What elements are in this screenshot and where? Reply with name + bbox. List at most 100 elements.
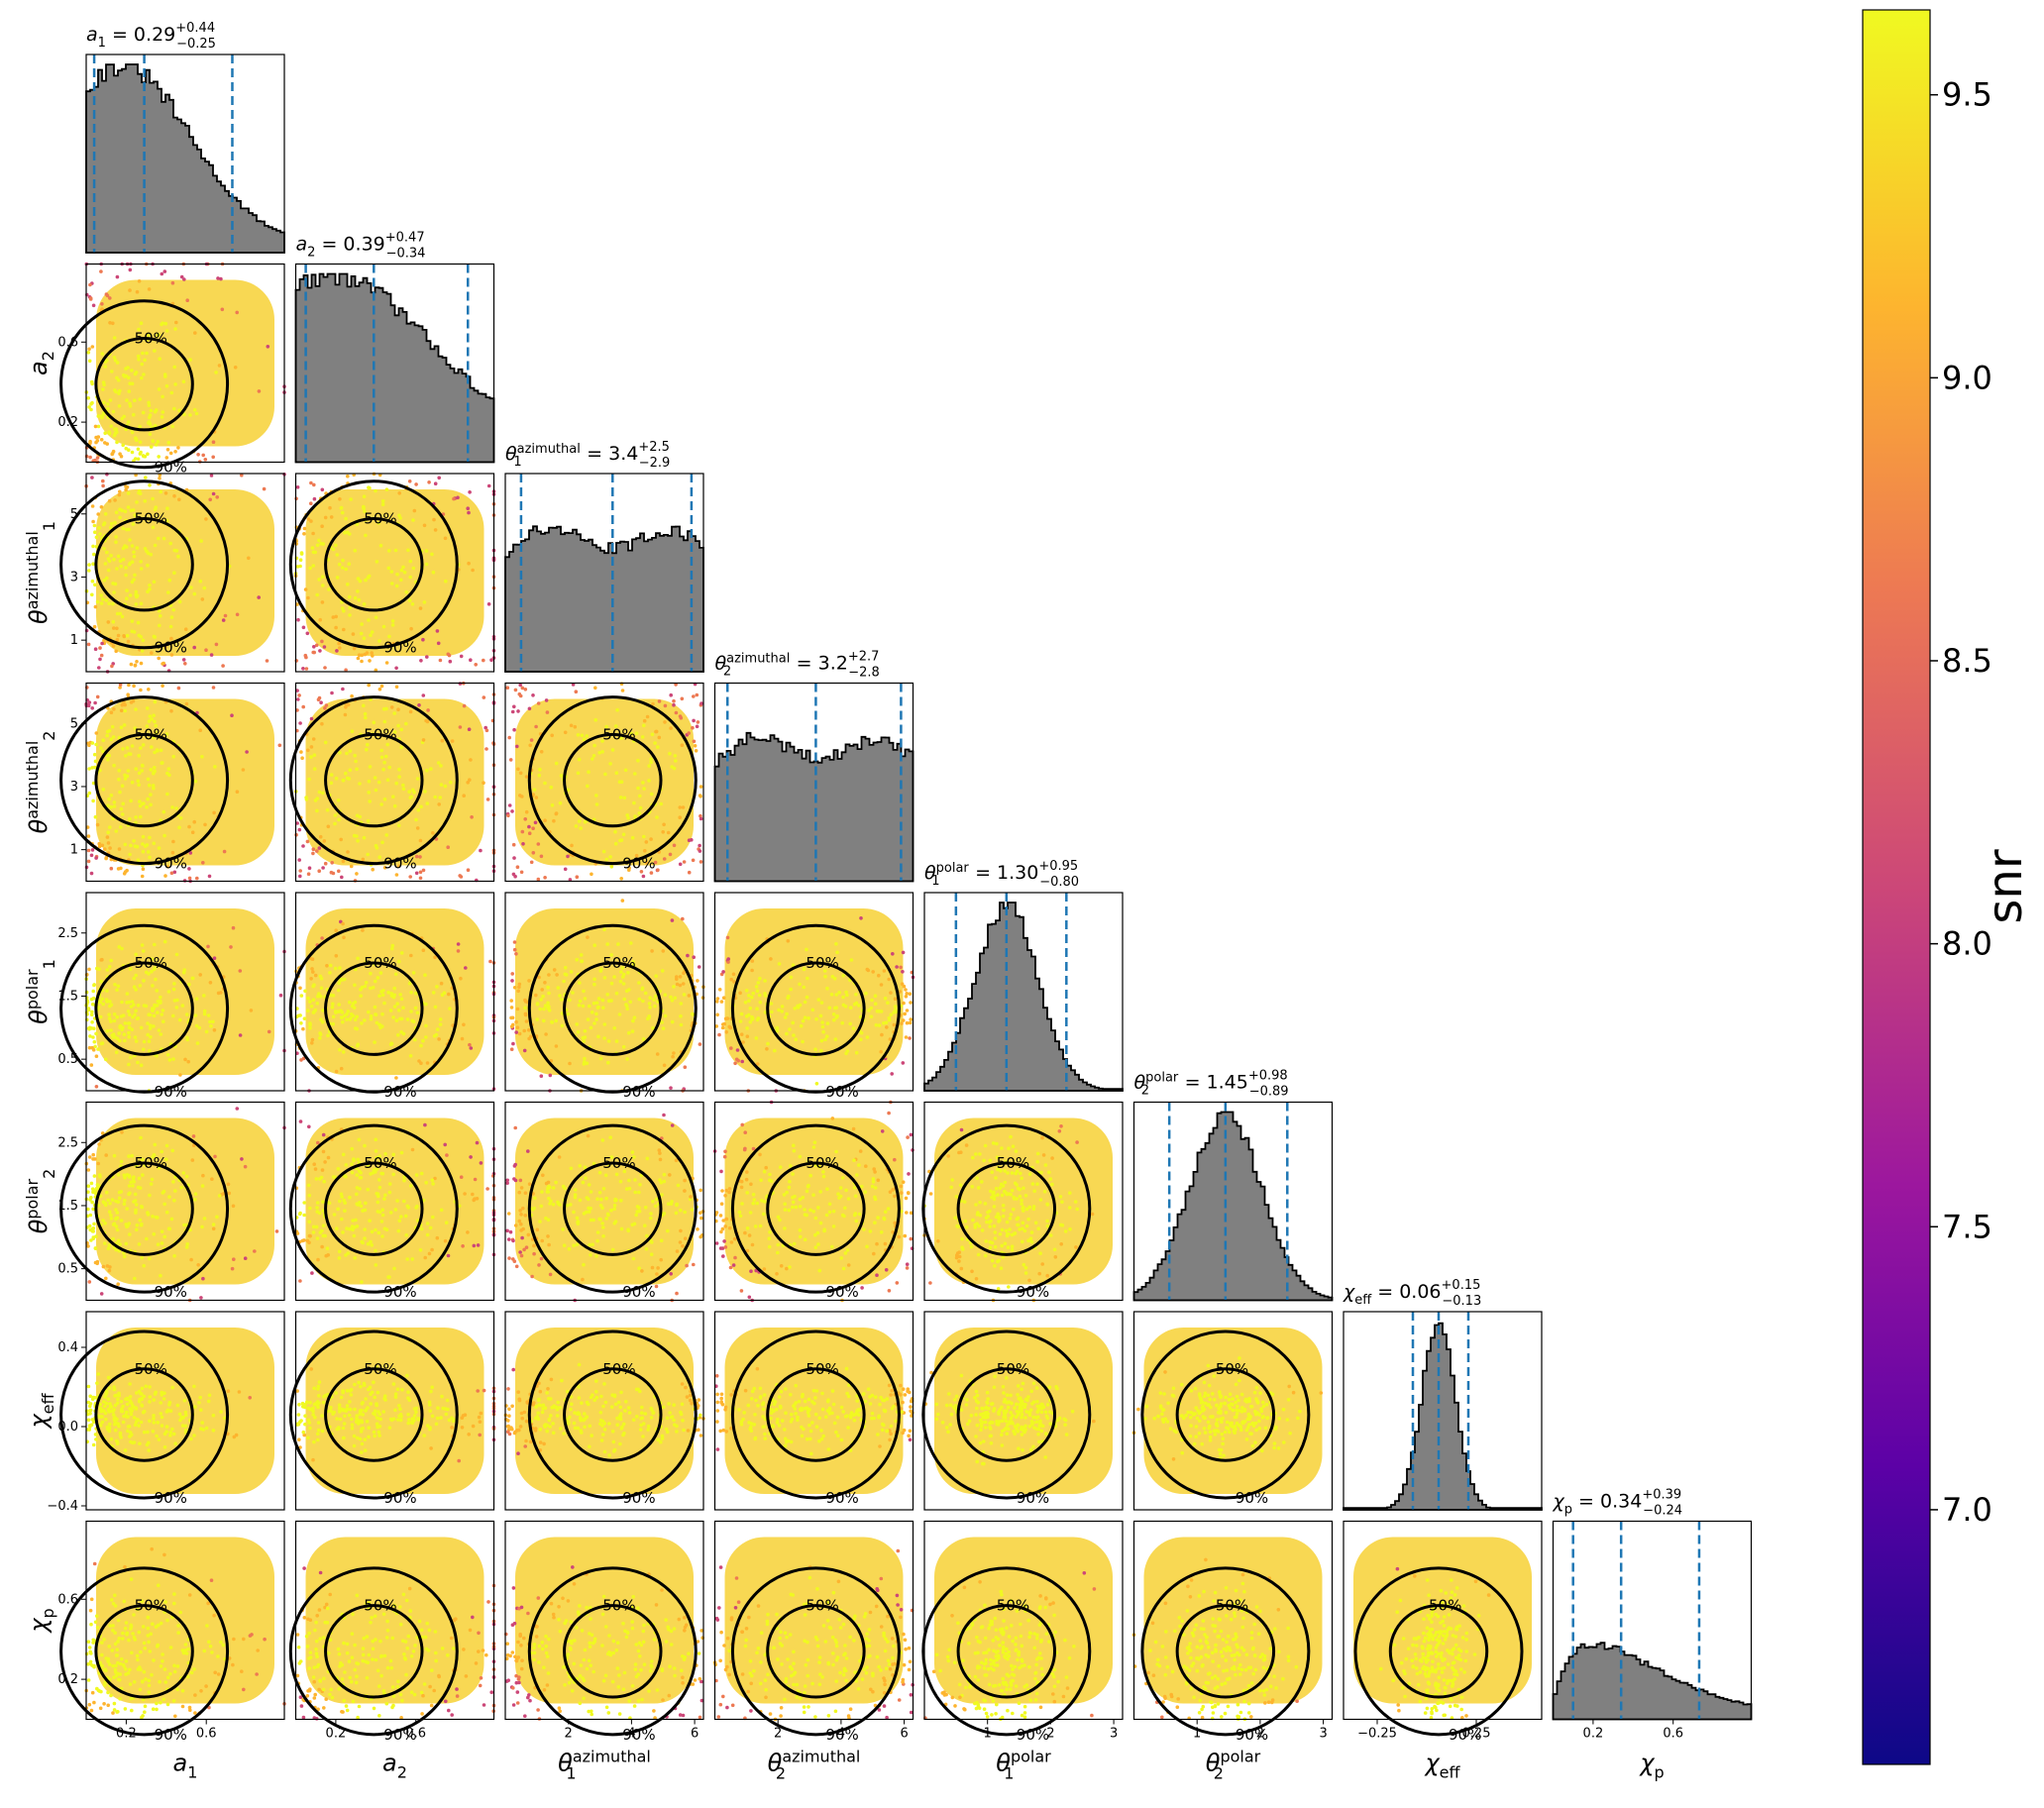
sample-point (523, 1191, 528, 1195)
sample-point (135, 660, 139, 664)
sample-point (390, 946, 394, 951)
sample-point (601, 1404, 605, 1409)
sample-point (359, 1204, 364, 1209)
sample-point (185, 1037, 189, 1042)
sample-point (524, 1438, 528, 1443)
sample-point (579, 826, 583, 830)
sample-point (430, 1414, 435, 1419)
sample-point (656, 868, 660, 872)
sample-point (659, 1439, 663, 1444)
sample-point (822, 1228, 826, 1233)
sample-point (158, 623, 161, 628)
y-axis-label: θazimuthal2 (23, 731, 58, 834)
sample-point (879, 1049, 883, 1054)
sample-point (148, 1049, 152, 1053)
panel-frame (1132, 1101, 1334, 1302)
sample-point (363, 984, 368, 989)
sample-point (507, 1407, 511, 1412)
sample-point (482, 1388, 486, 1393)
sample-point (511, 1367, 515, 1372)
sample-point (133, 1192, 138, 1197)
sample-point (439, 1416, 443, 1420)
sample-point (376, 1200, 380, 1205)
sample-point (507, 1256, 511, 1260)
sample-point (538, 1220, 542, 1223)
sample-point (676, 1183, 681, 1188)
sample-point (397, 1219, 402, 1223)
sample-point (837, 991, 841, 995)
sample-point (830, 975, 835, 979)
sample-point (103, 441, 107, 445)
sample-point (169, 871, 174, 876)
sample-point (167, 1226, 172, 1231)
sample-point (130, 1000, 135, 1004)
sample-point (901, 950, 906, 955)
sample-point (1047, 1170, 1051, 1175)
sample-point (418, 838, 423, 843)
sample-point (630, 835, 635, 840)
sample-point (1037, 1271, 1041, 1276)
sample-point (115, 1216, 120, 1220)
sample-point (214, 371, 218, 374)
sample-point (367, 791, 372, 795)
sample-point (116, 633, 121, 638)
sample-point (134, 815, 138, 819)
sample-point (637, 1190, 641, 1195)
sample-point (92, 1174, 97, 1178)
sample-point (192, 1434, 196, 1437)
sample-point (721, 970, 725, 974)
sample-point (511, 1257, 515, 1261)
sample-point (661, 830, 665, 834)
sample-point (437, 802, 442, 806)
sample-point (444, 1412, 449, 1417)
sample-point (594, 1254, 598, 1258)
sample-point (803, 1237, 807, 1242)
sample-point (543, 818, 547, 822)
sample-point (352, 1233, 357, 1238)
sample-point (127, 527, 131, 532)
sample-point (104, 1057, 108, 1062)
sample-point (640, 986, 645, 991)
sample-point (115, 1441, 120, 1446)
sample-point (350, 729, 355, 733)
sample-point (181, 1415, 185, 1420)
sample-point (663, 993, 668, 997)
sample-point (538, 1428, 543, 1432)
sample-point (139, 1420, 144, 1425)
sample-point (429, 767, 433, 771)
sample-point (86, 1007, 91, 1010)
sample-point (851, 1126, 856, 1131)
sample-point (386, 549, 391, 553)
sample-point (590, 1010, 594, 1014)
sample-point (301, 1430, 306, 1435)
sample-point (86, 642, 91, 647)
sample-point (811, 1210, 815, 1214)
sample-point (337, 1256, 342, 1260)
sample-point (101, 788, 106, 792)
sample-point (93, 1191, 98, 1196)
sample-point (127, 683, 131, 688)
sample-point (118, 559, 123, 563)
sample-point (358, 782, 362, 786)
sample-point (659, 1257, 663, 1262)
sample-point (721, 1254, 725, 1258)
sample-point (98, 768, 102, 773)
sample-point (678, 975, 683, 979)
sample-point (767, 1236, 772, 1240)
sample-point (204, 1426, 209, 1431)
sample-point (984, 1239, 988, 1243)
sample-point (435, 1416, 440, 1421)
sample-point (192, 591, 197, 596)
sample-point (613, 841, 618, 846)
sample-point (90, 345, 95, 349)
sample-point (418, 870, 423, 875)
sample-point (515, 1007, 520, 1011)
sample-point (592, 977, 596, 982)
sample-point (602, 1036, 606, 1040)
sample-point (354, 1218, 358, 1223)
sample-point (113, 983, 117, 987)
sample-point (653, 994, 658, 999)
sample-point (306, 872, 311, 876)
sample-point (670, 999, 675, 1003)
